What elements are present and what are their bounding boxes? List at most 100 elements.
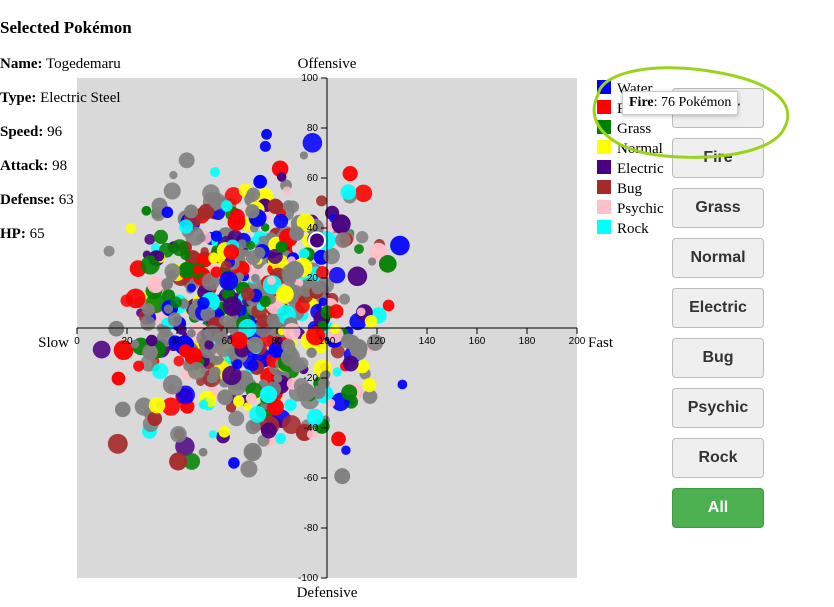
- data-point[interactable]: [340, 184, 357, 200]
- data-point[interactable]: [339, 293, 351, 305]
- data-point[interactable]: [245, 445, 261, 460]
- data-point[interactable]: [130, 339, 140, 349]
- data-point[interactable]: [225, 402, 237, 413]
- data-point[interactable]: [362, 378, 377, 393]
- data-point[interactable]: [223, 244, 240, 260]
- data-point[interactable]: [306, 408, 324, 426]
- data-point[interactable]: [329, 304, 344, 319]
- data-point[interactable]: [114, 401, 131, 418]
- data-point[interactable]: [282, 186, 292, 196]
- data-point[interactable]: [299, 151, 308, 160]
- data-point[interactable]: [153, 229, 169, 245]
- filter-button-electric[interactable]: Electric: [672, 288, 764, 328]
- data-point[interactable]: [220, 200, 233, 212]
- filter-button-all[interactable]: All: [672, 488, 764, 528]
- data-point[interactable]: [170, 425, 187, 443]
- data-point[interactable]: [330, 344, 345, 359]
- data-point[interactable]: [319, 371, 330, 381]
- data-point[interactable]: [331, 214, 351, 234]
- data-point[interactable]: [253, 174, 268, 189]
- data-point[interactable]: [196, 251, 213, 268]
- data-point[interactable]: [169, 171, 178, 180]
- data-point[interactable]: [240, 287, 255, 301]
- data-point[interactable]: [113, 340, 134, 361]
- data-point[interactable]: [133, 360, 145, 372]
- data-point[interactable]: [243, 402, 252, 411]
- data-point[interactable]: [187, 362, 206, 380]
- data-point[interactable]: [323, 247, 340, 265]
- data-point[interactable]: [162, 374, 183, 395]
- data-point[interactable]: [147, 275, 165, 294]
- data-point[interactable]: [334, 468, 351, 485]
- data-point[interactable]: [347, 266, 368, 287]
- data-point[interactable]: [170, 296, 182, 309]
- data-point[interactable]: [246, 187, 261, 202]
- data-point[interactable]: [382, 299, 395, 312]
- data-point[interactable]: [228, 457, 240, 469]
- data-point[interactable]: [250, 273, 260, 283]
- data-point[interactable]: [176, 385, 195, 405]
- data-point[interactable]: [355, 359, 370, 374]
- data-point[interactable]: [276, 171, 287, 182]
- filter-button-psychic[interactable]: Psychic: [672, 388, 764, 428]
- filter-button-normal[interactable]: Normal: [672, 238, 764, 278]
- data-point[interactable]: [256, 313, 271, 328]
- selected-data-point[interactable]: [308, 231, 326, 250]
- data-point[interactable]: [354, 244, 364, 254]
- data-point[interactable]: [171, 239, 189, 257]
- data-point[interactable]: [219, 315, 230, 326]
- data-point[interactable]: [275, 433, 287, 445]
- data-point[interactable]: [245, 419, 261, 435]
- data-point[interactable]: [364, 314, 378, 328]
- data-point[interactable]: [275, 240, 288, 253]
- data-point[interactable]: [204, 340, 214, 350]
- data-point[interactable]: [151, 207, 166, 222]
- data-point[interactable]: [226, 304, 238, 316]
- data-point[interactable]: [173, 355, 185, 367]
- data-point[interactable]: [318, 297, 328, 307]
- data-point[interactable]: [367, 257, 377, 266]
- data-point[interactable]: [187, 328, 196, 338]
- data-point[interactable]: [140, 315, 156, 331]
- data-point[interactable]: [148, 396, 166, 414]
- data-point[interactable]: [192, 264, 203, 275]
- data-point[interactable]: [354, 184, 373, 203]
- data-point[interactable]: [316, 266, 329, 279]
- data-point[interactable]: [208, 366, 221, 379]
- filter-button-fire[interactable]: Fire: [672, 138, 764, 178]
- data-point[interactable]: [335, 232, 352, 249]
- data-point[interactable]: [259, 140, 271, 152]
- data-point[interactable]: [253, 246, 266, 260]
- data-point[interactable]: [341, 384, 358, 401]
- data-point[interactable]: [200, 306, 216, 322]
- data-point[interactable]: [176, 324, 187, 335]
- data-point[interactable]: [280, 347, 301, 367]
- data-point[interactable]: [224, 187, 243, 205]
- data-point[interactable]: [356, 307, 366, 317]
- data-point[interactable]: [245, 240, 256, 250]
- data-point[interactable]: [305, 326, 326, 346]
- data-point[interactable]: [267, 198, 284, 214]
- data-point[interactable]: [341, 445, 351, 455]
- data-point[interactable]: [125, 223, 137, 234]
- data-point[interactable]: [274, 337, 284, 347]
- data-point[interactable]: [267, 275, 276, 285]
- data-point[interactable]: [184, 347, 203, 365]
- data-point[interactable]: [197, 297, 210, 310]
- data-point[interactable]: [283, 200, 294, 211]
- data-point[interactable]: [273, 374, 283, 383]
- data-point[interactable]: [163, 304, 174, 314]
- data-point[interactable]: [342, 355, 359, 372]
- data-point[interactable]: [120, 294, 133, 307]
- data-point[interactable]: [228, 410, 245, 427]
- data-point[interactable]: [141, 205, 152, 216]
- data-point[interactable]: [111, 371, 126, 386]
- data-point[interactable]: [306, 347, 317, 358]
- data-point[interactable]: [293, 378, 310, 394]
- data-point[interactable]: [167, 312, 182, 327]
- data-point[interactable]: [154, 251, 165, 262]
- data-point[interactable]: [237, 239, 248, 250]
- data-point[interactable]: [210, 266, 222, 278]
- data-point[interactable]: [346, 335, 360, 348]
- data-point[interactable]: [142, 344, 158, 361]
